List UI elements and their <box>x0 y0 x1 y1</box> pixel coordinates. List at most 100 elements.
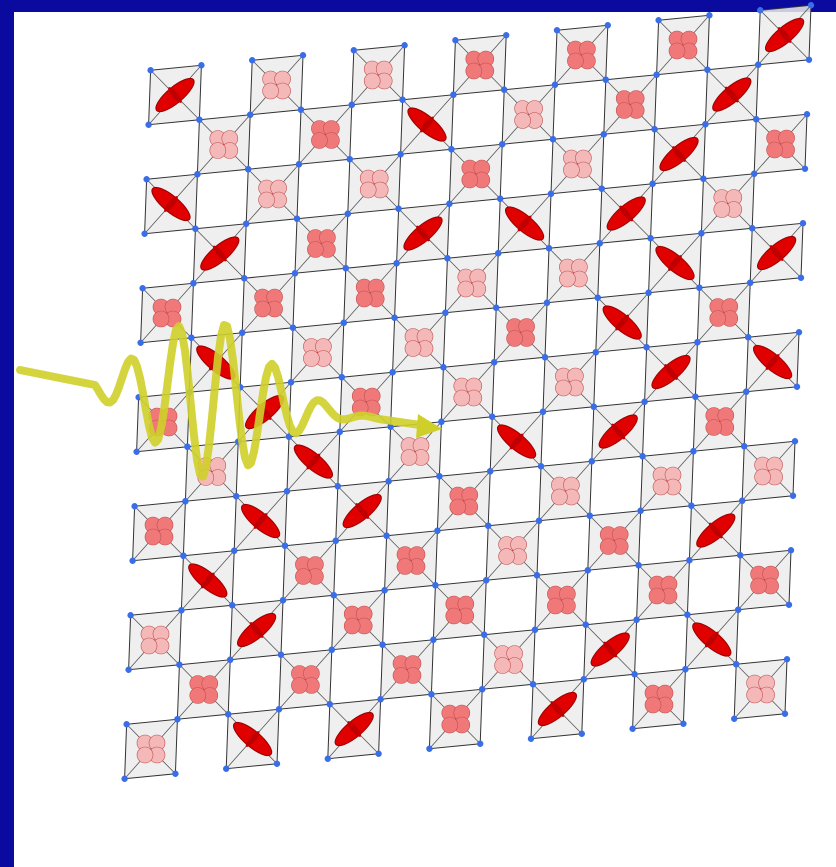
atom <box>806 57 812 63</box>
orbital-lobe <box>755 469 771 485</box>
atom <box>743 389 749 395</box>
atom <box>329 647 335 653</box>
atom <box>343 265 349 271</box>
orbital-lobe <box>515 113 531 129</box>
orbital-lobe <box>210 143 226 159</box>
atom <box>792 438 798 444</box>
atom <box>377 696 383 702</box>
orbital-lobe <box>669 43 685 59</box>
atom <box>241 275 247 281</box>
orbital-lobe <box>307 242 323 258</box>
orbital-lobe <box>450 499 466 515</box>
atom <box>385 478 391 484</box>
atom <box>686 557 692 563</box>
atom <box>178 607 184 613</box>
orbital-lobe <box>458 281 474 297</box>
atom <box>684 612 690 618</box>
orbital-lobe <box>616 103 632 119</box>
atom <box>483 577 489 583</box>
atom <box>651 126 657 132</box>
orbital-lobe <box>547 598 563 614</box>
atom <box>249 57 255 63</box>
atom <box>653 72 659 78</box>
orbital-lobe <box>499 549 515 565</box>
atom <box>225 711 231 717</box>
atom <box>692 394 698 400</box>
atom <box>147 67 153 73</box>
atom <box>589 458 595 464</box>
orbital-lobe <box>466 63 482 79</box>
atom <box>497 196 503 202</box>
atom <box>735 607 741 613</box>
atom <box>481 632 487 638</box>
atom <box>587 513 593 519</box>
atom <box>698 230 704 236</box>
atom <box>591 404 597 410</box>
atom <box>601 131 607 137</box>
atom <box>345 211 351 217</box>
atom <box>180 553 186 559</box>
atom <box>239 330 245 336</box>
atom <box>182 498 188 504</box>
atom <box>176 662 182 668</box>
atom <box>550 136 556 142</box>
atom <box>749 225 755 231</box>
atom <box>428 691 434 697</box>
atom <box>585 567 591 573</box>
atom <box>127 612 133 618</box>
atom <box>733 661 739 667</box>
atom <box>139 285 145 291</box>
atom <box>599 186 605 192</box>
atom <box>401 42 407 48</box>
atom <box>280 597 286 603</box>
orbital-lobe <box>153 311 169 327</box>
atom <box>123 721 129 727</box>
atom <box>436 473 442 479</box>
orbital-lobe <box>137 747 153 763</box>
atom <box>788 547 794 553</box>
atom <box>379 642 385 648</box>
atom <box>229 602 235 608</box>
orbital-lobe <box>393 668 409 684</box>
atom <box>690 448 696 454</box>
atom <box>131 503 137 509</box>
atom <box>450 92 456 98</box>
atom <box>706 12 712 18</box>
atom <box>284 488 290 494</box>
atom <box>125 667 131 673</box>
atom <box>198 62 204 68</box>
atom <box>605 22 611 28</box>
atom <box>440 364 446 370</box>
atom <box>294 216 300 222</box>
atom <box>796 329 802 335</box>
atom <box>499 141 505 147</box>
page: (() => { const data = JSON.parse(documen… <box>0 0 836 867</box>
atom <box>528 736 534 742</box>
atom <box>597 240 603 246</box>
atom <box>603 77 609 83</box>
orbital-lobe <box>747 687 763 703</box>
orbital-lobe <box>653 479 669 495</box>
atom <box>790 493 796 499</box>
atom <box>538 463 544 469</box>
atom <box>637 508 643 514</box>
atom <box>430 637 436 643</box>
atom <box>595 295 601 301</box>
orbital-lobe <box>259 192 275 208</box>
atom <box>649 181 655 187</box>
atom <box>688 503 694 509</box>
atom <box>737 552 743 558</box>
orbital-lobe <box>263 83 279 99</box>
atom <box>188 335 194 341</box>
atom <box>141 231 147 237</box>
atom <box>133 449 139 455</box>
atom <box>438 419 444 425</box>
atom <box>434 528 440 534</box>
orbital-lobe <box>401 450 417 466</box>
orbital-lobe <box>141 638 157 654</box>
atom <box>247 112 253 118</box>
atom <box>544 300 550 306</box>
atom <box>786 602 792 608</box>
orbital-lobe <box>454 390 470 406</box>
atom <box>145 122 151 128</box>
